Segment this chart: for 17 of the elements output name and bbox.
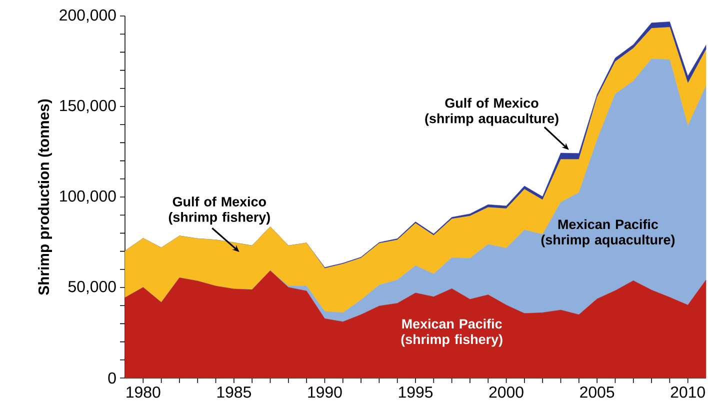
y-axis-title: Shrimp production (tonnes) — [38, 99, 52, 295]
y-tick-label: 150,000 — [60, 100, 116, 114]
series-label: Mexican Pacific (shrimp fishery) — [401, 318, 502, 347]
series-label: Gulf of Mexico (shrimp fishery) — [168, 196, 270, 225]
y-tick-label: 100,000 — [60, 190, 116, 204]
series-label: Mexican Pacific (shrimp aquaculture) — [541, 219, 675, 248]
text: Gulf of Mexico (shrimp aquaculture) — [425, 98, 558, 126]
y-tick-label: 50,000 — [68, 280, 116, 294]
x-tick-label: 2000 — [489, 386, 524, 398]
x-tick-label: 2005 — [580, 386, 614, 398]
x-tick-label: 1980 — [126, 386, 160, 398]
x-tick-label: 1985 — [217, 386, 251, 398]
x-tick-label: 1995 — [398, 386, 433, 398]
y-tick-label: 0 — [108, 372, 116, 384]
x-tick-label: 2010 — [670, 386, 705, 398]
y-tick-label: 200,000 — [60, 9, 116, 23]
x-tick-label: 1990 — [308, 386, 342, 398]
